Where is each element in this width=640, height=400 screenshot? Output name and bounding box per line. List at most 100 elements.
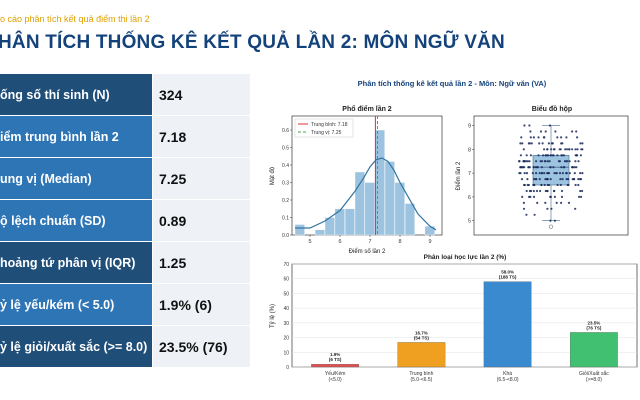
- bar-category-range: (>=8.0): [586, 377, 602, 383]
- boxplot-point: [574, 207, 577, 210]
- bar-category-label: Giỏi/Xuất sắc: [579, 370, 609, 377]
- boxplot-point: [561, 154, 564, 157]
- boxplot-ytick-label: 7: [468, 171, 471, 177]
- boxplot-point: [550, 148, 553, 151]
- boxplot-point: [560, 136, 563, 139]
- boxplot-point: [561, 142, 564, 145]
- boxplot-point: [525, 213, 528, 216]
- boxplot-point: [537, 154, 540, 157]
- bar-category-range: (5.0-<6.5): [410, 377, 432, 383]
- stat-label: iểm trung bình lần 2: [0, 116, 152, 157]
- histogram-ytick-label: 0.0: [282, 233, 289, 239]
- boxplot-point: [579, 178, 583, 181]
- boxplot-point: [564, 148, 567, 151]
- boxplot-point: [532, 136, 535, 139]
- boxplot-point: [541, 142, 544, 145]
- stat-row-excellent-rate: ỷ lệ giỏi/xuất sắc (>= 8.0) 23.5% (76): [0, 326, 250, 368]
- boxplot-point: [546, 148, 549, 151]
- boxplot-point: [543, 136, 546, 139]
- boxplot-point: [525, 154, 528, 157]
- boxplot-point: [528, 124, 531, 127]
- histogram-bar: [314, 229, 325, 236]
- boxplot-ytick-label: 6: [468, 195, 471, 201]
- stat-row-weak-rate: ỷ lệ yếu/kém (< 5.0) 1.9% (6): [0, 284, 250, 326]
- boxplot-point: [520, 178, 524, 181]
- boxplot-point: [549, 154, 552, 157]
- bar-rect: [483, 281, 532, 368]
- page-title: HÂN TÍCH THỐNG KÊ KẾT QUẢ LẦN 2: MÔN NGỮ…: [0, 32, 505, 53]
- boxplot-point: [518, 172, 521, 175]
- bar-chart-title: Phân loại học lực lần 2 (%): [424, 252, 507, 261]
- boxplot-point: [578, 195, 581, 198]
- boxplot-point: [544, 130, 547, 133]
- boxplot-point: [526, 160, 529, 163]
- boxplot-point: [529, 130, 532, 133]
- boxplot-point: [568, 160, 571, 163]
- boxplot-point: [562, 166, 565, 169]
- boxplot-point: [581, 172, 584, 175]
- stat-row-mean: iểm trung bình lần 2 7.18: [0, 116, 250, 158]
- boxplot-point: [549, 178, 552, 181]
- boxplot-point: [560, 189, 564, 193]
- boxplot-point: [580, 148, 583, 151]
- histogram-ylabel: Mật độ: [270, 166, 276, 185]
- boxplot-point: [546, 189, 549, 193]
- bar-data-label: 1.9%: [330, 352, 340, 357]
- boxplot-point: [538, 142, 541, 145]
- boxplot-point: [561, 178, 564, 181]
- boxplot-point: [529, 136, 532, 139]
- boxplot-point: [546, 178, 549, 181]
- boxplot-point: [530, 142, 533, 145]
- boxplot-point: [555, 172, 558, 175]
- boxplot-point: [571, 166, 575, 169]
- boxplot-point: [520, 136, 523, 139]
- histogram-bar: [354, 171, 365, 236]
- boxplot-point: [559, 148, 562, 151]
- boxplot-point: [546, 183, 549, 187]
- boxplot-point: [553, 219, 556, 222]
- histogram-xtick-label: 6: [338, 239, 341, 245]
- boxplot-point: [525, 172, 529, 175]
- boxplot-point: [552, 189, 556, 193]
- histogram-ytick-label: 0.5: [282, 146, 289, 152]
- bar-data-count: (76 TS): [586, 325, 602, 330]
- boxplot-point: [528, 189, 531, 193]
- boxplot-point: [546, 207, 549, 210]
- boxplot-point: [536, 201, 539, 204]
- boxplot-point: [540, 166, 543, 169]
- bar-data-label: 58.0%: [501, 270, 514, 275]
- boxplot-point: [543, 183, 546, 187]
- bar-category-label: Khá: [503, 371, 512, 377]
- bar-ytick-label: 20: [283, 336, 289, 342]
- boxplot-point: [528, 142, 531, 145]
- histogram-xtick-label: 9: [428, 239, 431, 245]
- boxplot-point: [553, 148, 556, 151]
- histogram-ytick-label: 0.6: [282, 128, 289, 134]
- boxplot-frame: [473, 115, 629, 236]
- stat-value: 23.5% (76): [152, 326, 250, 367]
- boxplot-point: [573, 178, 576, 181]
- boxplot-chart: Biểu đồ hộp 5 6 7 8 9 Điểm lần 2: [455, 104, 629, 236]
- boxplot-point: [554, 130, 557, 133]
- boxplot-point: [537, 136, 540, 139]
- bar-category-range: (6.5-<8.0): [497, 377, 519, 383]
- bar-data-count: (6 TS): [329, 357, 342, 362]
- boxplot-point: [573, 166, 576, 169]
- boxplot-point: [526, 183, 529, 187]
- stat-label: hoảng tứ phân vị (IQR): [0, 242, 152, 283]
- breadcrumb: o cáo phân tích kết quả điểm thi lần 2: [0, 14, 150, 24]
- boxplot-point: [577, 160, 580, 163]
- bar-category-label: Trung bình: [409, 371, 433, 377]
- boxplot-point: [560, 166, 563, 169]
- histogram-bar: [394, 182, 405, 236]
- boxplot-ytick-label: 9: [468, 124, 471, 130]
- boxplot-point: [544, 154, 547, 157]
- boxplot-point: [580, 195, 583, 198]
- histogram-ytick-label: 0.2: [282, 198, 289, 204]
- boxplot-point: [556, 136, 559, 139]
- boxplot-point: [535, 189, 539, 193]
- boxplot-point: [544, 189, 547, 193]
- legend-median-label: Trung vị: 7.25: [311, 130, 342, 136]
- bar-ytick-label: 60: [283, 277, 289, 283]
- boxplot-point: [574, 148, 577, 151]
